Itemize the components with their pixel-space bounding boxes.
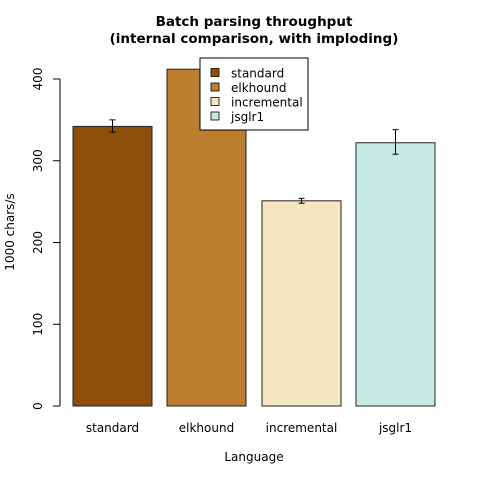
bar-standard — [72, 125, 153, 407]
legend-swatch-elkhound — [210, 82, 220, 92]
legend-swatch-jsglr1 — [210, 111, 220, 121]
legend-label-standard: standard — [231, 67, 284, 81]
y-tick-label: 300 — [31, 149, 45, 172]
y-tick-label: 100 — [31, 313, 45, 336]
chart-title-line-1: Batch parsing throughput — [156, 14, 353, 30]
chart-title-line-2: (internal comparison, with imploding) — [110, 31, 399, 47]
x-tick-label-standard: standard — [86, 421, 139, 435]
bar-incremental — [261, 200, 342, 407]
bar-jsglr1 — [355, 142, 436, 407]
legend-swatch-standard — [210, 68, 220, 77]
y-tick-label: 200 — [31, 231, 45, 254]
x-tick-label-elkhound: elkhound — [179, 421, 234, 435]
y-tick-label: 0 — [31, 402, 45, 410]
y-axis: 0 100 200 300 400 — [31, 68, 61, 410]
y-axis-label: 1000 chars/s — [3, 193, 17, 270]
legend-swatch-incremental — [210, 97, 220, 106]
legend-label-incremental: incremental — [231, 96, 303, 110]
y-tick-label: 400 — [31, 68, 45, 91]
legend-label-jsglr1: jsglr1 — [230, 110, 264, 124]
x-tick-label-jsglr1: jsglr1 — [378, 421, 412, 435]
x-axis-label: Language — [224, 450, 283, 464]
x-tick-label-incremental: incremental — [266, 421, 338, 435]
x-tick-labels: standard elkhound incremental jsglr1 — [86, 421, 412, 435]
legend-label-elkhound: elkhound — [231, 81, 286, 95]
